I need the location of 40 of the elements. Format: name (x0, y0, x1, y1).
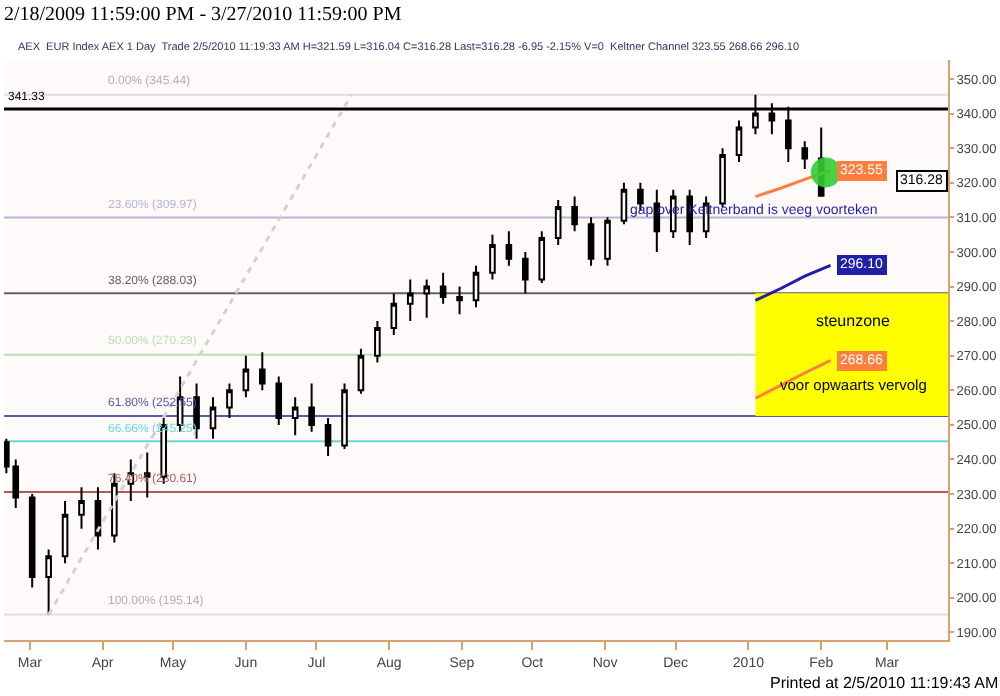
candlestick (259, 351, 266, 392)
candlestick (489, 233, 496, 281)
candlestick (291, 396, 299, 437)
candlestick (538, 230, 546, 285)
candlestick (341, 382, 348, 451)
candlestick (439, 271, 447, 305)
candlestick (522, 250, 529, 295)
candlestick (357, 347, 365, 395)
candlestick (61, 499, 69, 565)
candlestick (406, 278, 414, 323)
candlestick (587, 216, 595, 267)
candlestick (735, 119, 743, 164)
text: Printed at 2/5/2010 11:19:43 AM (770, 674, 999, 692)
candlestick (472, 264, 480, 309)
line-series (753, 263, 833, 302)
candlestick (571, 195, 578, 233)
candlestick (45, 548, 52, 616)
candlestick (94, 486, 102, 551)
candlestick (686, 188, 693, 247)
candlestick (390, 292, 398, 336)
candlestick (324, 416, 332, 457)
candlestick (242, 354, 250, 399)
band-label: steunzone (816, 312, 891, 330)
candlestick (78, 486, 85, 530)
candlestick (28, 493, 36, 589)
candlestick (209, 396, 217, 440)
chart-title: 2/18/2009 11:59:00 PM - 3/27/2010 11:59:00 PM (4, 4, 402, 26)
candlestick (193, 382, 200, 440)
candlestick (653, 188, 661, 253)
candlestick (554, 199, 562, 247)
candlestick (374, 320, 381, 364)
candlestick (456, 285, 463, 316)
candlestick (505, 230, 513, 267)
candlestick (423, 278, 430, 319)
candlestick (308, 382, 315, 433)
candlestick (226, 382, 233, 419)
candlestick (801, 140, 809, 170)
candlestick (620, 181, 628, 226)
candlestick (275, 375, 283, 426)
candlestick (604, 216, 611, 267)
